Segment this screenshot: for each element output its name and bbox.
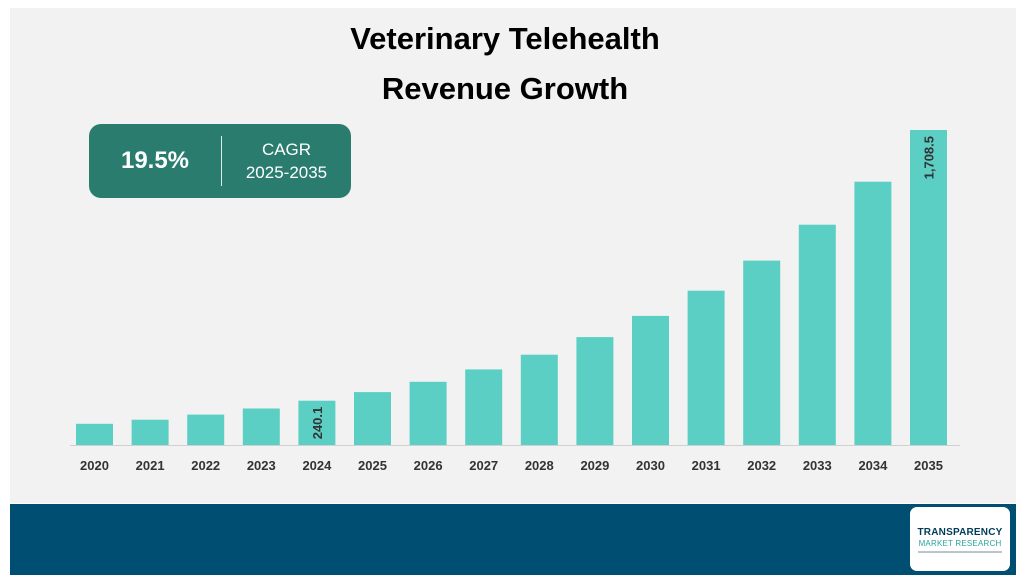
cagr-value: 19.5% (120, 147, 190, 174)
cagr-label-line-2: 2025-2035 (245, 163, 328, 182)
bar-2029 (576, 337, 614, 445)
chart-panel (10, 8, 1016, 503)
bar-2024 (298, 400, 336, 445)
x-tick-label-2026: 2026 (414, 458, 443, 473)
chart-title: Veterinary Telehealth Revenue Growth (0, 14, 1010, 114)
x-tick-label-2025: 2025 (358, 458, 387, 473)
bar-2025 (354, 392, 391, 445)
bar-2023 (242, 408, 280, 445)
bar-2022 (187, 414, 225, 445)
bar-2027 (465, 369, 503, 445)
bar-2021 (131, 419, 169, 445)
data-label-2024: 240.1 (310, 407, 325, 440)
title-line-1: Veterinary Telehealth (350, 21, 660, 56)
x-tick-label-2034: 2034 (858, 458, 888, 473)
x-tick-label-2027: 2027 (469, 458, 498, 473)
x-tick-label-2031: 2031 (692, 458, 721, 473)
footer-band (10, 504, 1016, 575)
x-tick-label-2028: 2028 (525, 458, 554, 473)
x-tick-label-2035: 2035 (914, 458, 943, 473)
x-tick-label-2023: 2023 (247, 458, 276, 473)
x-tick-label-2029: 2029 (580, 458, 609, 473)
x-tick-label-2024: 2024 (302, 458, 332, 473)
x-tick-label-2032: 2032 (747, 458, 776, 473)
bar-chart: 2020 2021 2022 2023 2024 240.1 2025 2026 2027 202… (70, 130, 960, 473)
logo-tagline-rule (918, 551, 1002, 553)
bar-2032 (743, 260, 781, 445)
bar-2031 (687, 290, 725, 445)
logo-text-line-1: TRANSPARENCY (917, 527, 1003, 538)
cagr-divider (221, 136, 222, 186)
bar-2035 (910, 130, 947, 445)
cagr-label-line-1: CAGR (261, 140, 312, 159)
logo-text-line-2: MARKET RESEARCH (918, 539, 1002, 548)
x-tick-label-2022: 2022 (191, 458, 220, 473)
x-tick-label-2021: 2021 (136, 458, 165, 473)
company-logo: TRANSPARENCY MARKET RESEARCH (910, 507, 1010, 571)
bar-2033 (798, 224, 836, 445)
x-tick-label-2030: 2030 (636, 458, 665, 473)
cagr-badge: 19.5% CAGR 2025-2035 (89, 124, 351, 198)
data-label-2035: 1,708.5 (922, 136, 937, 179)
bar-2034 (854, 181, 892, 445)
cagr-label: CAGR 2025-2035 (222, 138, 351, 184)
bar-2026 (409, 381, 447, 445)
bar-2030 (632, 315, 669, 445)
x-tick-label-2033: 2033 (803, 458, 832, 473)
bar-2028 (520, 354, 558, 445)
title-line-2: Revenue Growth (381, 71, 629, 106)
x-tick-label-2020: 2020 (80, 458, 109, 473)
bar-2020 (76, 423, 113, 445)
